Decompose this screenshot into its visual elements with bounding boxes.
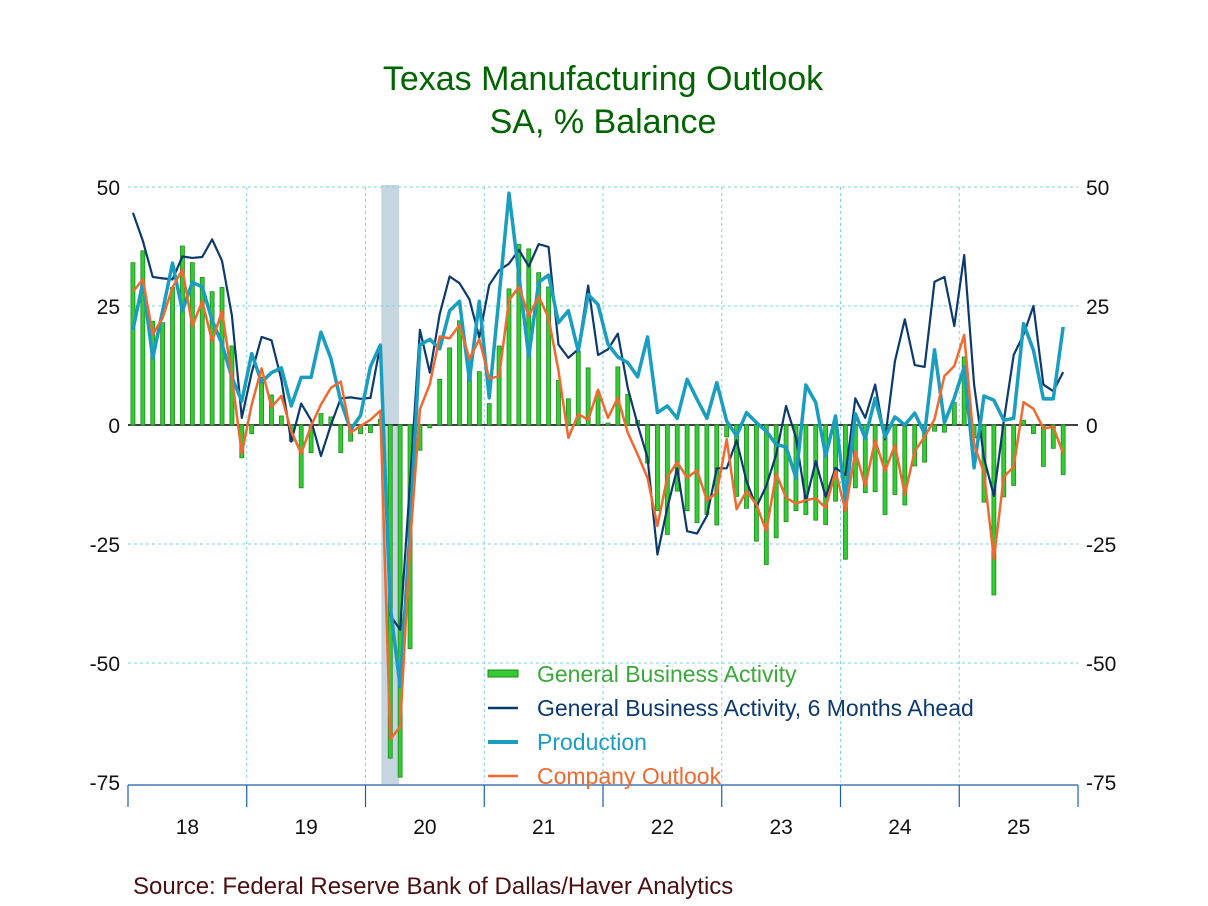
bar-general-business-activity: [942, 424, 947, 433]
legend-label: General Business Activity: [537, 661, 797, 687]
bar-general-business-activity: [763, 424, 769, 565]
y-tick-label-right: 50: [1086, 177, 1109, 200]
legend-swatch: [487, 669, 519, 678]
bar-general-business-activity: [170, 287, 175, 426]
bar-general-business-activity: [160, 322, 166, 426]
gridlines: [128, 186, 1078, 782]
x-tick-label: 20: [413, 816, 436, 839]
bar-general-business-activity: [259, 376, 264, 426]
y-tick-label-right: -75: [1086, 772, 1116, 795]
bar-general-business-activity: [724, 424, 730, 438]
bar-general-business-activity: [556, 379, 561, 426]
bar-general-business-activity: [912, 424, 918, 467]
bar-general-business-activity: [932, 424, 937, 432]
bar-general-business-activity: [684, 424, 690, 512]
bar-general-business-activity: [951, 402, 957, 426]
bar-general-business-activity: [674, 424, 680, 492]
bar-general-business-activity: [783, 424, 789, 523]
bar-general-business-activity: [625, 394, 631, 426]
bar-general-business-activity: [753, 424, 759, 542]
bar-general-business-activity: [368, 424, 373, 434]
bar-general-business-activity: [991, 424, 997, 596]
line-series: [131, 191, 1065, 741]
bar-general-business-activity: [189, 262, 195, 426]
bar-general-business-activity: [605, 422, 611, 426]
x-tick-label: 18: [176, 816, 199, 839]
bar-general-business-activity: [585, 367, 591, 426]
bar-general-business-activity: [823, 424, 829, 525]
bar-general-business-activity: [219, 287, 225, 426]
bar-general-business-activity: [496, 345, 502, 426]
bar-general-business-activity: [249, 424, 255, 434]
bar-general-business-activity: [437, 378, 443, 426]
bar-general-business-activity: [734, 424, 739, 497]
chart-title: Texas Manufacturing Outlook: [383, 60, 824, 98]
bar-general-business-activity: [1040, 424, 1046, 467]
bar-general-business-activity: [476, 371, 482, 426]
axes: 18 19 20 21 22 23 24 25 50 50 25 25 0 0 -25 -25 -50 -50 -7…: [90, 177, 1117, 839]
y-tick-label-right: 25: [1086, 296, 1109, 319]
bar-general-business-activity: [536, 272, 542, 426]
bar-general-business-activity: [872, 424, 878, 493]
y-tick-label-right: 0: [1086, 415, 1098, 438]
y-tick-label-right: -50: [1086, 653, 1116, 676]
y-tick-label-left: 25: [97, 296, 120, 319]
chart-subtitle: SA, % Balance: [490, 103, 717, 141]
line-production: [131, 191, 1065, 689]
x-tick-label: 23: [769, 816, 792, 839]
bar-general-business-activity: [862, 424, 868, 493]
bar-general-business-activity: [199, 277, 205, 426]
bar-general-business-activity: [298, 424, 304, 489]
bar-general-business-activity: [457, 320, 462, 426]
bar-general-business-activity: [615, 366, 621, 426]
bar-general-business-activity: [516, 244, 522, 426]
bar-general-business-activity: [1050, 424, 1056, 449]
x-tick-label: 19: [294, 816, 317, 839]
bar-general-business-activity: [655, 424, 660, 512]
bar-general-business-activity: [130, 262, 136, 426]
legend-label: Production: [537, 729, 647, 755]
y-tick-label-left: 50: [97, 177, 120, 200]
legend: General Business Activity General Busines…: [487, 661, 974, 789]
x-tick-label: 22: [651, 816, 674, 839]
y-tick-label-right: -25: [1086, 534, 1116, 557]
bar-general-business-activity: [892, 424, 898, 495]
bar-general-business-activity: [1031, 424, 1036, 434]
legend-label: General Business Activity, 6 Months Ahea…: [537, 695, 974, 721]
bar-general-business-activity: [180, 245, 185, 426]
bar-general-business-activity: [803, 424, 809, 515]
y-tick-label-left: -50: [90, 653, 120, 676]
bar-general-business-activity: [447, 347, 453, 426]
bar-general-business-activity: [338, 424, 344, 454]
bar-general-business-activity: [565, 398, 571, 426]
bar-general-business-activity: [140, 250, 146, 426]
y-tick-label-left: 0: [108, 415, 120, 438]
legend-label: Company Outlook: [537, 763, 722, 789]
x-tick-label: 24: [888, 816, 912, 839]
line-company-outlook: [131, 268, 1065, 741]
source-note: Source: Federal Reserve Bank of Dallas/H…: [133, 873, 733, 900]
bar-general-business-activity: [427, 424, 433, 429]
bar-general-business-activity: [278, 415, 284, 426]
y-tick-label-left: -75: [90, 772, 120, 795]
bar-general-business-activity: [318, 413, 324, 426]
x-tick-label: 21: [532, 816, 555, 839]
y-tick-label-left: -25: [90, 534, 120, 557]
bar-general-business-activity: [813, 424, 819, 521]
bar-general-business-activity: [1021, 419, 1026, 426]
bar-general-business-activity: [546, 286, 551, 426]
bar-general-business-activity: [209, 291, 215, 426]
bar-general-business-activity: [269, 394, 274, 426]
bar-general-business-activity: [744, 424, 749, 509]
x-tick-label: 25: [1007, 816, 1030, 839]
bar-general-business-activity: [150, 320, 156, 426]
bar-general-business-activity: [506, 288, 512, 426]
bar-general-business-activity: [486, 403, 492, 426]
bar-general-business-activity: [467, 360, 472, 426]
